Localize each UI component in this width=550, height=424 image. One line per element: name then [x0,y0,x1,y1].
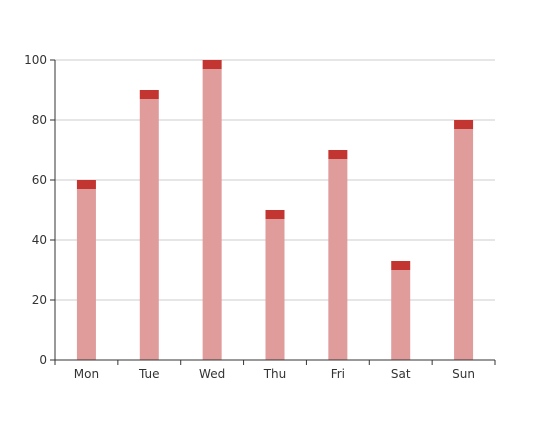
bar-cap-sun [454,120,474,129]
bar-cap-mon [76,180,96,189]
y-tick-label: 40 [32,233,47,247]
tick-labels: 0 20 40 60 80 100 Mon Tue Wed Thu Fri Sat Sun [24,53,475,381]
x-tick-label-thu: Thu [263,367,287,381]
y-tick-label: 0 [39,353,47,367]
y-tick-label: 20 [32,293,47,307]
bar-base-thu [265,219,285,360]
gridlines [55,59,495,301]
y-tick-label: 60 [32,173,47,187]
bar-base-sun [454,129,474,360]
x-tick-label-mon: Mon [74,367,99,381]
bar-base-fri [328,159,348,360]
bar-base-tue [139,99,159,360]
y-tick-label: 100 [24,53,47,67]
bars [76,60,474,360]
y-tick-label: 80 [32,113,47,127]
x-tick-label-sat: Sat [391,367,411,381]
x-tick-label-sun: Sun [452,367,475,381]
bar-cap-thu [265,210,285,219]
bar-base-wed [202,69,222,360]
bar-cap-sat [391,261,411,270]
bar-cap-tue [139,90,159,99]
bar-cap-wed [202,60,222,69]
x-tick-label-fri: Fri [331,367,345,381]
bar-base-sat [391,270,411,360]
axes [50,59,496,365]
x-tick-label-wed: Wed [199,367,225,381]
x-tick-label-tue: Tue [138,367,160,381]
bar-base-mon [76,189,96,360]
bar-cap-fri [328,150,348,159]
